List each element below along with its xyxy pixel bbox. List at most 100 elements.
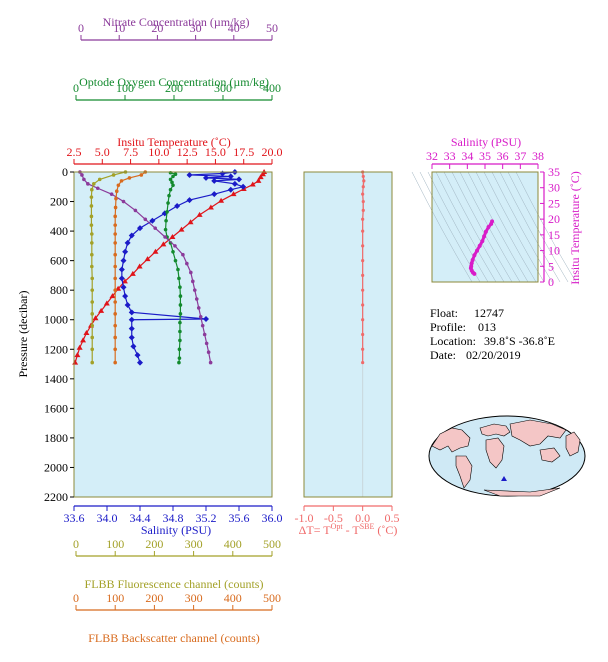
series-point-1 [236, 176, 242, 183]
fluorescence-axis-tick-label: 0 [73, 537, 79, 551]
dt-series-point [361, 244, 365, 248]
oxygen-axis-tick-label: 0 [73, 81, 79, 95]
ts-density-contour [475, 171, 537, 283]
temperature-axis-tick-label: 12.5 [177, 145, 198, 159]
series-point-3 [181, 252, 185, 257]
ts-salinity-axis-tick-label: 38 [532, 149, 544, 163]
series-point-3 [121, 199, 126, 204]
dt-series-point [361, 174, 365, 179]
series-point-0 [160, 241, 167, 247]
series-point-5 [113, 347, 117, 352]
series-point-2 [171, 183, 175, 188]
series-point-2 [178, 303, 183, 307]
series-point-1 [203, 315, 209, 322]
nitrate-axis-tick-label: 30 [190, 21, 202, 35]
series-point-2 [178, 312, 183, 316]
series-point-2 [171, 174, 175, 179]
ts-salinity-axis-tick-label: 32 [426, 149, 438, 163]
series-point-3 [200, 323, 205, 328]
series-point-4 [111, 173, 116, 177]
series-point-3 [80, 173, 84, 177]
series-point-5 [113, 288, 117, 292]
series-point-5 [113, 300, 117, 304]
backscatter-axis-tick-label: 0 [73, 591, 79, 605]
ts-salinity-axis-tick-label: 33 [444, 149, 456, 163]
series-point-3 [173, 244, 177, 248]
ts-density-contour [443, 171, 505, 283]
dt-series-point [361, 217, 365, 221]
series-point-5 [113, 223, 117, 227]
oxygen-axis-tick-label: 100 [116, 81, 134, 95]
series-point-4 [89, 223, 94, 227]
series-point-5 [114, 196, 118, 201]
series-point-2 [178, 320, 182, 325]
dt-series-point [362, 179, 366, 183]
series-point-2 [176, 267, 180, 272]
series-point-0 [255, 177, 262, 183]
ts-series-point [470, 258, 475, 262]
nitrate-axis-tick-label: 10 [113, 21, 125, 35]
series-point-3 [109, 192, 114, 196]
ts-salinity-axis-tick-label: 35 [479, 149, 491, 163]
salinity-axis-tick-label: 36.0 [262, 511, 283, 525]
fluorescence-axis-tick-label: 100 [106, 537, 124, 551]
series-point-4 [90, 323, 95, 328]
series-point-1 [240, 183, 247, 190]
salinity-axis-tick-label: 34.8 [163, 511, 184, 525]
series-point-1 [174, 202, 181, 209]
series-point-1 [118, 275, 125, 282]
series-point-0 [187, 219, 194, 225]
series-point-4 [89, 214, 94, 219]
pressure-axis-tick-label: 0 [62, 165, 68, 179]
profile-label: Profile: [430, 320, 466, 334]
series-point-5 [113, 276, 117, 281]
pressure-axis-tick-label: 400 [50, 224, 68, 238]
series-point-2 [171, 249, 175, 254]
series-point-0 [83, 330, 90, 336]
ts-density-contour [435, 171, 497, 283]
series-point-0 [136, 263, 143, 269]
pressure-axis-label: Pressure (decibar) [16, 291, 30, 378]
date-label: Date: [430, 348, 456, 362]
temperature-axis: 2.5 5.0 7.5 10.0 12.5 15.0 17.5 20.0 [67, 145, 283, 165]
ts-density-contour [499, 171, 561, 283]
date-value: 02/20/2019 [466, 348, 521, 362]
temperature-axis-tick-label: 2.5 [67, 145, 82, 159]
series-point-3 [133, 208, 138, 213]
series-point-5 [119, 179, 124, 183]
series-point-2 [167, 193, 171, 198]
dt-series-point [361, 332, 365, 337]
series-point-5 [114, 189, 119, 194]
series-point-4 [90, 300, 95, 304]
series-point-2 [173, 258, 178, 263]
series-point-0 [207, 204, 214, 210]
series-point-1 [120, 257, 127, 264]
series-point-1 [124, 239, 131, 246]
series-point-4 [92, 182, 96, 186]
series-point-3 [196, 306, 201, 310]
series-point-3 [95, 186, 100, 191]
series-point-2 [177, 356, 182, 360]
dt-axis-tick-label: 0.0 [355, 511, 370, 525]
series-point-0 [129, 270, 136, 276]
ts-density-contour [467, 171, 529, 283]
ts-density-contour [451, 171, 513, 283]
temperature-axis-tick-label: 5.0 [95, 145, 110, 159]
pressure-axis-tick-label: 2000 [44, 460, 68, 474]
ts-series-point [483, 229, 488, 234]
series-point-0 [249, 181, 256, 187]
series-point-2 [178, 285, 182, 290]
series-point-0 [257, 174, 264, 180]
series-point-4 [90, 264, 94, 269]
pressure-axis-tick-label: 1400 [44, 372, 68, 386]
nitrate-axis-tick-label: 50 [266, 21, 278, 35]
series-point-2 [166, 201, 170, 205]
series-point-0 [76, 344, 83, 350]
fluorescence-axis-tick-label: 300 [185, 537, 203, 551]
float-info-block: Float: 12747 Profile: 013 Location: 39.8… [430, 306, 555, 362]
series-point-1 [134, 352, 141, 359]
float-label: Float: [430, 306, 458, 320]
series-point-3 [206, 350, 211, 355]
ts-temperature-axis-tick-label: 10 [548, 244, 560, 258]
